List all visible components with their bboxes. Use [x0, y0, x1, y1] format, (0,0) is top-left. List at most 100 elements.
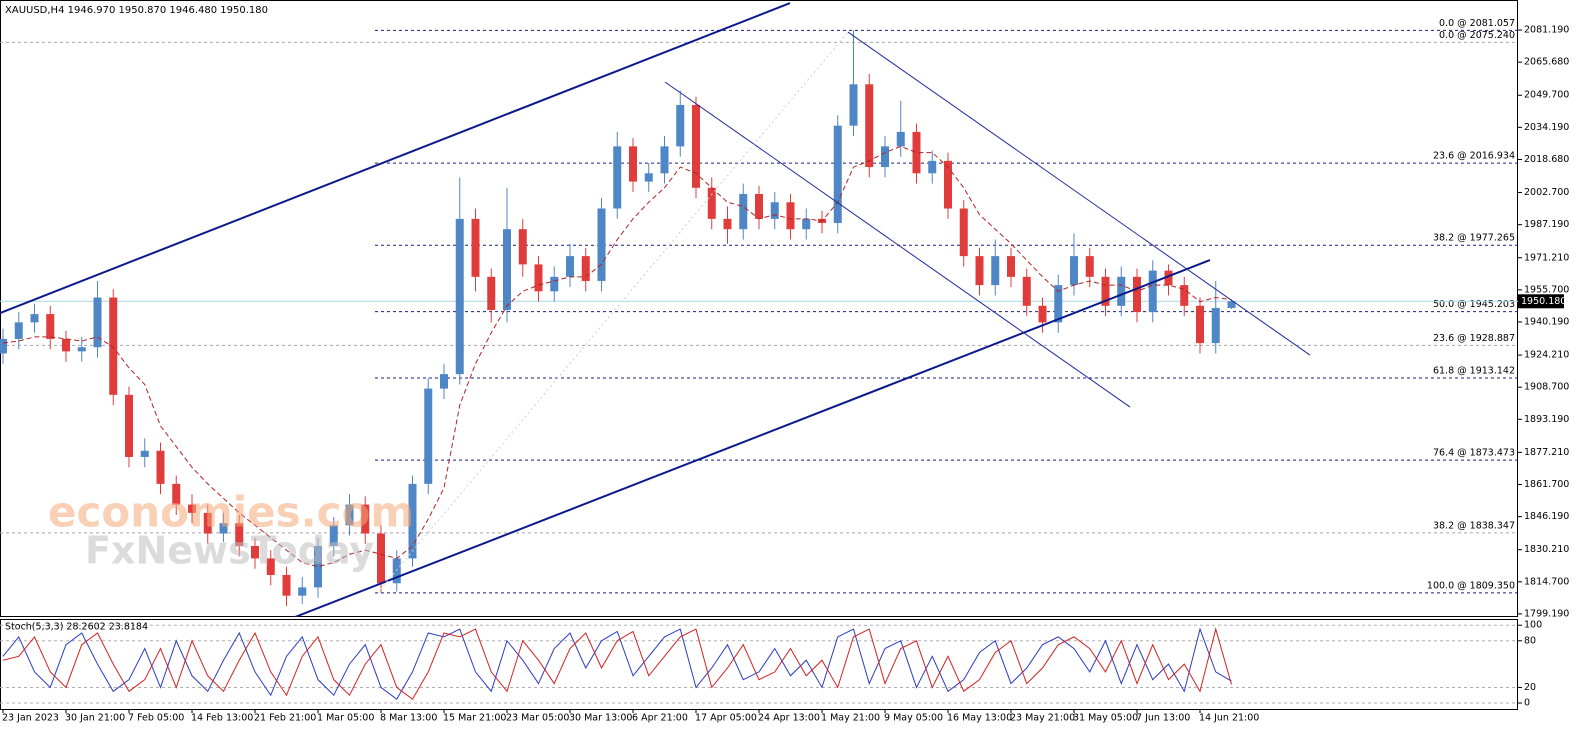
candle-body	[1148, 270, 1157, 313]
x-tick-label: 9 May 05:00	[884, 713, 943, 724]
candle-body	[1117, 276, 1126, 306]
fib-label: 50.0 @ 1945.203	[1433, 299, 1515, 310]
candle-body	[629, 146, 637, 182]
trendline	[847, 31, 1311, 356]
y-tick-label: 2034.190	[1524, 122, 1569, 133]
candle-body	[345, 504, 354, 526]
y-tick-label: 1955.700	[1524, 284, 1569, 295]
candle-body	[723, 218, 732, 230]
y-tick-label: 1877.210	[1524, 447, 1569, 458]
y-tick-label: 1846.190	[1524, 511, 1569, 522]
fib-label: 100.0 @ 1809.350	[1427, 580, 1515, 591]
trendline	[294, 259, 1211, 617]
candle-body	[944, 160, 952, 209]
candle-body	[581, 256, 590, 281]
x-tick-label: 21 Feb 21:00	[254, 713, 316, 724]
candle-body	[613, 146, 622, 209]
candle-body	[298, 587, 307, 596]
x-tick-label: 23 Mar 05:00	[506, 713, 569, 724]
fib-label: 38.2 @ 1838.347	[1433, 520, 1515, 531]
candle-body	[503, 229, 511, 310]
x-tick-label: 7 Feb 05:00	[128, 713, 184, 724]
candle-body	[140, 450, 149, 457]
candle-body	[518, 229, 527, 265]
y-tick-label: 1861.700	[1524, 479, 1569, 490]
last-price-tag	[1518, 294, 1564, 309]
x-tick-label: 30 Mar 13:00	[569, 713, 632, 724]
candle-body	[1211, 307, 1220, 344]
x-tick-label: 31 May 05:00	[1073, 713, 1138, 724]
y-tick-label: 1940.190	[1524, 316, 1569, 327]
candle-body	[314, 545, 322, 588]
y-tick-label: 2065.680	[1524, 57, 1569, 68]
stoch-line	[2, 627, 1232, 700]
candle-body	[408, 483, 417, 559]
candle-body	[30, 314, 39, 323]
main-pane: 0.0 @ 2075.240 23.6 @ 1928.887 38.2 @ 1838…	[0, 2, 1518, 617]
stoch-line	[2, 627, 1232, 700]
y-tick-label: 0	[1524, 698, 1530, 709]
watermark: economies.com	[48, 488, 414, 537]
candle-body	[550, 276, 559, 292]
fib-label: 23.6 @ 2016.934	[1433, 151, 1515, 162]
x-tick-label: 24 Apr 13:00	[758, 713, 820, 724]
candle-body	[597, 208, 606, 281]
candle-body	[707, 187, 716, 219]
y-tick-label: 1971.210	[1524, 252, 1569, 263]
candle-body	[266, 558, 275, 575]
fib-label: 76.4 @ 1873.473	[1433, 448, 1515, 459]
candle-body	[125, 394, 133, 457]
trendline	[664, 81, 1131, 408]
candle-body	[1038, 305, 1047, 323]
candle-body	[786, 202, 795, 230]
x-tick-label: 8 Mar 13:00	[380, 713, 437, 724]
candle-body	[676, 104, 685, 147]
candle-body	[1101, 276, 1110, 306]
candle-body	[1196, 305, 1204, 344]
candle-body	[692, 104, 700, 188]
candle-body	[849, 84, 858, 126]
candle-body	[235, 523, 244, 546]
candle-body	[282, 574, 291, 596]
x-tick-label: 7 Jun 13:00	[1136, 713, 1190, 724]
candle-body	[660, 146, 669, 174]
y-tick-label: 1830.210	[1524, 544, 1569, 555]
candle-body	[1180, 285, 1189, 306]
candle-body	[912, 131, 921, 174]
candle-body	[455, 218, 464, 375]
moving-average	[2, 145, 1232, 568]
candle-body	[14, 322, 23, 339]
stoch-pane-frame	[0, 619, 1518, 710]
y-tick-label: 1799.190	[1524, 608, 1569, 619]
x-tick-label: 15 Mar 21:00	[443, 713, 506, 724]
candle-body	[770, 202, 779, 219]
candle-body	[1022, 276, 1031, 306]
y-tick-label: 1814.700	[1524, 576, 1569, 587]
candle-body	[440, 374, 448, 389]
candle-body	[1070, 256, 1078, 286]
candle-body	[928, 160, 937, 174]
x-tick-label: 30 Jan 21:00	[65, 713, 125, 724]
chart-title: XAUUSD,H4 1946.970 1950.870 1946.480 195…	[5, 5, 268, 16]
candle-body	[755, 194, 763, 219]
candle-body	[1085, 256, 1094, 277]
candle-body	[46, 314, 55, 339]
candle-body	[93, 297, 102, 348]
y-tick-label: 1893.190	[1524, 414, 1569, 425]
candle-body	[377, 533, 385, 584]
y-tick-label: 100	[1524, 620, 1542, 631]
candle-body	[329, 525, 338, 546]
candle-body	[881, 146, 889, 168]
trendline	[379, 31, 849, 591]
y-tick-label: 1924.210	[1524, 350, 1569, 361]
candle-body	[534, 264, 543, 292]
x-tick-label: 6 Apr 21:00	[632, 713, 688, 724]
candle-body	[975, 256, 984, 286]
candle-body	[62, 338, 70, 352]
x-tick-label: 16 May 13:00	[947, 713, 1012, 724]
y-tick-label: 80	[1524, 635, 1536, 646]
candle-body	[188, 504, 196, 513]
